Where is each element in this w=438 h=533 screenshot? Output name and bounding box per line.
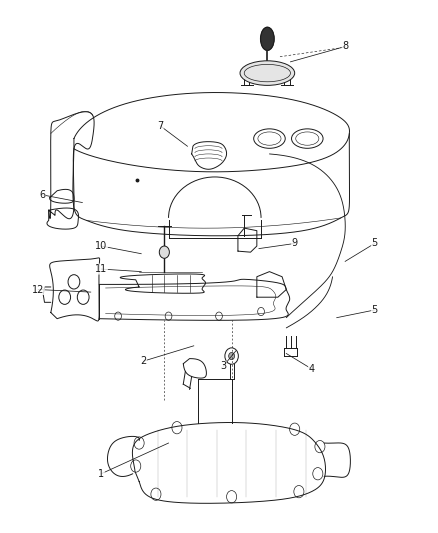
Text: 5: 5 [371, 238, 378, 248]
Text: 11: 11 [95, 264, 107, 274]
Circle shape [229, 352, 235, 360]
Text: 4: 4 [308, 364, 314, 374]
Text: 7: 7 [157, 121, 163, 131]
Text: 10: 10 [95, 241, 107, 251]
Text: 2: 2 [140, 356, 146, 366]
Text: 1: 1 [98, 469, 104, 479]
Text: 8: 8 [342, 42, 348, 52]
Text: 12: 12 [32, 285, 44, 295]
Ellipse shape [240, 61, 295, 85]
Ellipse shape [261, 27, 274, 50]
Text: 9: 9 [292, 238, 298, 248]
Text: 5: 5 [371, 305, 378, 315]
Circle shape [159, 246, 170, 259]
Text: 6: 6 [39, 190, 46, 200]
Text: 3: 3 [220, 361, 226, 372]
